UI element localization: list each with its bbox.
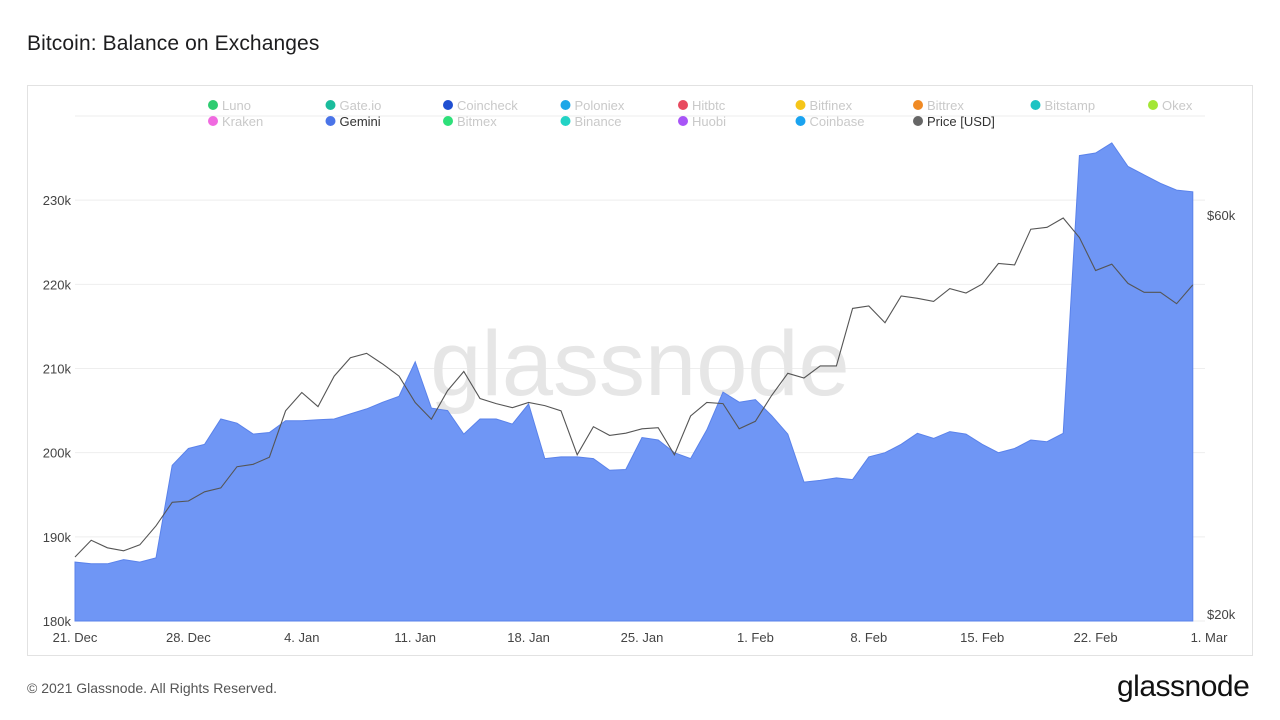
x-tick-label: 4. Jan (284, 630, 319, 645)
legend-swatch (913, 100, 923, 110)
y-left-tick-label: 230k (43, 193, 72, 208)
x-tick-label: 11. Jan (394, 630, 436, 645)
legend-item-poloniex[interactable]: Poloniex (560, 98, 625, 113)
y-left-tick-label: 220k (43, 277, 72, 292)
x-tick-label: 1. Feb (737, 630, 774, 645)
gemini-area-layer (74, 142, 1194, 622)
legend-item-binance[interactable]: Binance (560, 114, 622, 129)
legend-label: Bitstamp (1045, 98, 1096, 113)
legend-swatch (560, 116, 571, 126)
x-tick-label: 18. Jan (507, 630, 550, 645)
legend-label: Price [USD] (927, 114, 995, 129)
legend-item-huobi[interactable]: Huobi (678, 114, 726, 129)
y-left-tick-label: 190k (43, 530, 72, 545)
legend-swatch (208, 100, 218, 110)
legend-swatch (1030, 100, 1041, 110)
copyright-text: © 2021 Glassnode. All Rights Reserved. (27, 680, 278, 696)
legend-item-kraken[interactable]: Kraken (208, 114, 263, 129)
x-tick-label: 8. Feb (850, 630, 887, 645)
x-axis: 21. Dec 28. Dec 4. Jan 11. Jan 18. Jan 25. Ja… (53, 630, 1228, 645)
gemini-area[interactable] (74, 142, 1194, 622)
legend-label: Bitfinex (810, 98, 853, 113)
legend-swatch (208, 116, 218, 126)
legend-item-hitbtc[interactable]: Hitbtc (678, 98, 726, 113)
watermark: glassnode (430, 313, 849, 415)
legend-label: Bittrex (927, 98, 964, 113)
legend-label: Gemini (340, 114, 381, 129)
legend-item-gate-io[interactable]: Gate.io (325, 98, 382, 113)
legend-swatch (1148, 100, 1158, 110)
legend-label: Kraken (222, 114, 263, 129)
x-tick-label: 15. Feb (960, 630, 1004, 645)
x-tick-label: 25. Jan (621, 630, 664, 645)
legend-label: Huobi (692, 114, 726, 129)
legend-swatch (325, 116, 336, 126)
legend: Luno Gate.io Coincheck Poloniex Hitbtc Bitfin… (208, 98, 1193, 129)
x-tick-label: 28. Dec (166, 630, 211, 645)
legend-item-gemini[interactable]: Gemini (325, 114, 381, 129)
y-axis-right: $20k $60k (1207, 208, 1236, 622)
legend-item-bitmex[interactable]: Bitmex (443, 114, 497, 129)
chart-frame (27, 85, 1253, 656)
legend-item-luno[interactable]: Luno (208, 98, 251, 113)
y-left-tick-label: 180k (43, 614, 72, 629)
legend-label: Hitbtc (692, 98, 726, 113)
legend-item-bitfinex[interactable]: Bitfinex (795, 98, 853, 113)
price-line-layer (74, 217, 1194, 558)
legend-item-bitstamp[interactable]: Bitstamp (1030, 98, 1096, 113)
glassnode-logo[interactable]: glassnode (1117, 670, 1250, 703)
legend-swatch (795, 116, 806, 126)
legend-item-okex[interactable]: Okex (1148, 98, 1193, 113)
legend-swatch (443, 116, 453, 126)
legend-item-coinbase[interactable]: Coinbase (795, 114, 865, 129)
y-axis-left: 180k 190k 200k 210k 220k 230k (43, 193, 72, 629)
x-tick-label: 1. Mar (1191, 630, 1229, 645)
legend-label: Coinbase (810, 114, 865, 129)
x-tick-label: 22. Feb (1074, 630, 1118, 645)
legend-swatch (443, 100, 453, 110)
legend-label: Luno (222, 98, 251, 113)
y-left-tick-label: 200k (43, 446, 72, 461)
legend-swatch (913, 116, 923, 126)
legend-swatch (325, 100, 336, 110)
legend-label: Gate.io (340, 98, 382, 113)
legend-item-bittrex[interactable]: Bittrex (913, 98, 964, 113)
legend-item-coincheck[interactable]: Coincheck (443, 98, 518, 113)
x-tick-label: 21. Dec (53, 630, 98, 645)
legend-swatch (560, 100, 571, 110)
legend-label: Bitmex (457, 114, 497, 129)
legend-label: Binance (575, 114, 622, 129)
legend-label: Poloniex (575, 98, 625, 113)
y-right-tick-label: $20k (1207, 607, 1236, 622)
legend-label: Okex (1162, 98, 1193, 113)
legend-label: Coincheck (457, 98, 518, 113)
price-line[interactable] (74, 217, 1194, 558)
y-left-tick-label: 210k (43, 362, 72, 377)
legend-swatch (795, 100, 806, 110)
chart-title: Bitcoin: Balance on Exchanges (27, 32, 320, 55)
y-right-tick-label: $60k (1207, 208, 1236, 223)
legend-swatch (678, 116, 688, 126)
legend-item-price-usd-[interactable]: Price [USD] (913, 114, 995, 129)
legend-swatch (678, 100, 688, 110)
